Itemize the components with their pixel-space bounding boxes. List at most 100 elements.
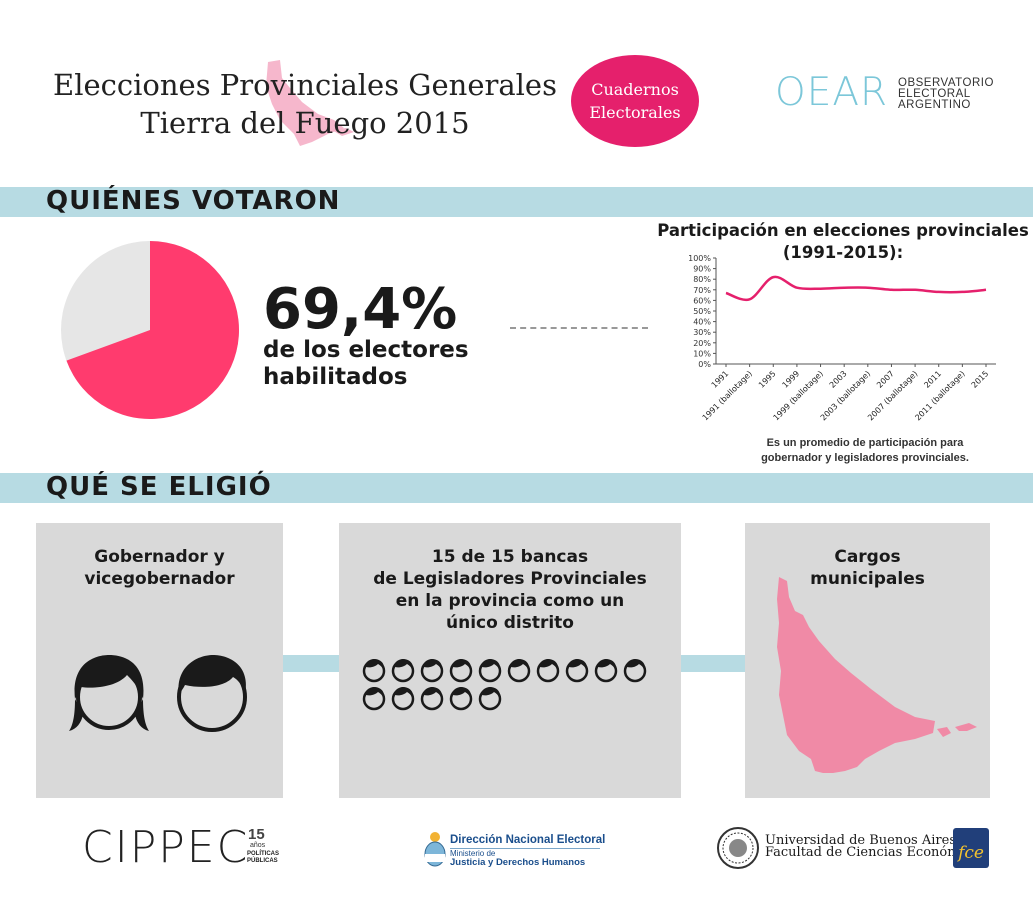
legislator-seat-icon	[420, 686, 445, 711]
argentina-coat-of-arms-icon	[424, 832, 446, 867]
legislator-seat-icon	[391, 686, 416, 711]
legislator-seat-icon	[478, 686, 503, 711]
uba-seal-icon	[717, 827, 759, 869]
section-title-who-voted: QUIÉNES VOTARON	[46, 186, 341, 216]
chart-x-tick-label: 2003	[828, 369, 849, 390]
turnout-label: de los electores habilitados	[263, 337, 469, 391]
uba-line-1: Universidad de Buenos Aires	[765, 833, 956, 848]
oear-line-1: OBSERVATORIO	[898, 77, 994, 89]
chart-y-tick-label: 40%	[693, 318, 711, 327]
legislator-seats	[362, 658, 672, 711]
box-legislators-label: 15 de 15 bancas de Legisladores Provinci…	[339, 546, 681, 634]
chart-y-tick-label: 10%	[693, 349, 711, 358]
box-legislators-line-2: de Legisladores Provinciales	[373, 569, 647, 589]
badge-line-2: Electorales	[589, 103, 681, 122]
chart-y-tick-label: 100%	[688, 254, 711, 263]
turnout-label-line-2: habilitados	[263, 364, 408, 390]
tierra-del-fuego-map	[777, 577, 977, 773]
legislator-seat-icon	[478, 658, 503, 683]
legislator-seat-icon	[449, 658, 474, 683]
legislator-seat-icon	[420, 658, 445, 683]
cippec-tag-2: PÚBLICAS	[247, 858, 278, 864]
chart-x-tick-label: 1995	[757, 369, 778, 390]
legislator-seat-icon	[623, 658, 648, 683]
chart-y-tick-label: 30%	[693, 328, 711, 337]
chart-x-tick-label: 1999	[781, 369, 802, 390]
dne-sub-2: Justicia y Derechos Humanos	[450, 857, 586, 868]
dashed-divider	[510, 327, 648, 329]
box-governor-label: Gobernador y vicegobernador	[36, 546, 283, 590]
chart-note-line-2: gobernador y legisladores provinciales.	[761, 452, 969, 464]
legislator-seat-icon	[565, 658, 590, 683]
cippec-years: 15	[248, 826, 265, 843]
legislator-seat-icon	[391, 658, 416, 683]
pie-turnout-slice	[66, 241, 239, 419]
dne-sub-1: Ministerio de	[450, 849, 496, 858]
box-legislators-line-3: en la provincia como un	[395, 591, 625, 611]
box-legislators-line-4: único distrito	[446, 613, 574, 633]
chart-note: Es un promedio de participación para gob…	[720, 436, 1010, 466]
legislator-seat-icon	[507, 658, 532, 683]
tierra-del-fuego-map-watermark	[266, 60, 354, 146]
cippec-tag-1: POLÍTICAS	[247, 851, 280, 857]
title-line-2: Tierra del Fuego 2015	[140, 106, 470, 140]
dne-title: Dirección Nacional Electoral	[450, 834, 606, 846]
uba-line-2: Facultad de Ciencias Económicas	[765, 845, 986, 860]
box-municipal-label: Cargos municipales	[745, 546, 990, 590]
badge-line-1: Cuadernos	[591, 80, 679, 99]
chart-x-tick-label: 2007	[875, 369, 896, 390]
oear-logo-text: OBSERVATORIO ELECTORAL ARGENTINO	[898, 77, 994, 111]
fce-logo: fce	[953, 828, 989, 868]
chart-x-tick-label: 1991	[710, 369, 731, 390]
oear-logo: OEAR	[775, 70, 889, 115]
oear-line-3: ARGENTINO	[898, 99, 971, 111]
box-governor-line-1: Gobernador y	[94, 547, 225, 567]
chart-title: Participación en elecciones provinciales…	[655, 220, 1031, 264]
chart-title-line-1: Participación en elecciones provinciales	[657, 221, 1029, 240]
oear-line-2: ELECTORAL	[898, 88, 971, 100]
dne-rule	[450, 848, 600, 849]
box-legislators: 15 de 15 bancas de Legisladores Provinci…	[339, 523, 681, 798]
legislator-seat-icon	[449, 686, 474, 711]
legislator-seat-icon	[362, 686, 387, 711]
vicegovernor-male-icon	[177, 655, 247, 732]
section-band-who-voted	[0, 187, 1033, 217]
chart-y-tick-label: 70%	[693, 286, 711, 295]
dne-ministry: Ministerio de Justicia y Derechos Humano…	[450, 849, 585, 867]
governor-female-icon	[69, 655, 149, 731]
chart-title-line-2: (1991-2015):	[782, 243, 904, 262]
uba-text: Universidad de Buenos Aires Facultad de …	[765, 833, 986, 860]
cippec-tagline: POLÍTICAS PÚBLICAS	[247, 851, 279, 865]
legislator-seat-icon	[362, 658, 387, 683]
box-governor-line-2: vicegobernador	[84, 569, 235, 589]
turnout-value: 69,4%	[263, 277, 458, 342]
chart-x-tick-label: 2011	[922, 369, 943, 390]
chart-y-tick-label: 90%	[693, 265, 711, 274]
box-legislators-line-1: 15 de 15 bancas	[431, 547, 589, 567]
participation-line-chart: 0% 10%20% 30%40% 50% 60%70% 80%90% 100% 1991 199…	[688, 254, 996, 422]
page-title: Elecciones Provinciales Generales Tierra…	[40, 66, 570, 142]
section-band-what-elected	[0, 473, 1033, 503]
cippec-years-label: años	[250, 842, 266, 849]
cuadernos-electorales-badge: Cuadernos Electorales	[571, 55, 699, 147]
title-line-1: Elecciones Provinciales Generales	[53, 68, 557, 102]
chart-y-tick-label: 60%	[693, 296, 711, 305]
box-municipal-line-2: municipales	[810, 569, 925, 589]
chart-y-tick-label: 20%	[693, 339, 711, 348]
turnout-label-line-1: de los electores	[263, 337, 469, 363]
chart-y-tick-label: 0%	[698, 360, 711, 369]
section-title-what-elected: QUÉ SE ELIGIÓ	[46, 472, 272, 502]
box-connector-1	[260, 655, 360, 672]
box-municipal: Cargos municipales	[745, 523, 990, 798]
chart-series-line	[725, 275, 987, 302]
cippec-logo: CIPPEC	[82, 822, 250, 873]
box-connector-2	[660, 655, 760, 672]
box-governor: Gobernador y vicegobernador	[36, 523, 283, 798]
turnout-pie-chart	[61, 241, 239, 419]
chart-y-tick-label: 50%	[693, 307, 711, 316]
box-municipal-line-1: Cargos	[834, 547, 901, 567]
legislator-seat-icon	[594, 658, 619, 683]
chart-y-tick-label: 80%	[693, 275, 711, 284]
chart-note-line-1: Es un promedio de participación para	[766, 437, 964, 449]
legislator-seat-icon	[536, 658, 561, 683]
